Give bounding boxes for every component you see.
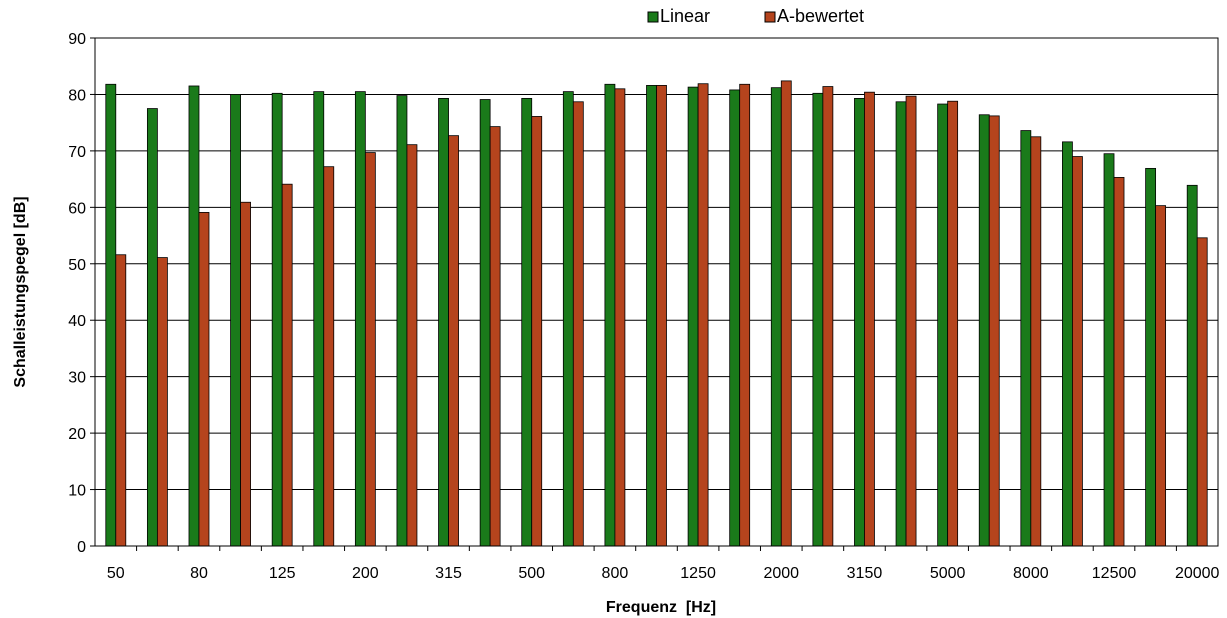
x-tick-label: 80 [190,565,208,582]
bar-linear-400 [479,99,491,547]
legend: Linear A-bewertet [647,6,864,26]
y-tick-label: 80 [68,87,86,104]
bar-linear-16000 [1145,167,1157,547]
bars [105,80,1208,547]
bar-linear-20000 [1186,184,1198,547]
axes [90,37,1219,551]
bar-a-bewertet-500 [531,116,543,547]
bar-linear-1600 [729,89,741,547]
y-tick-label: 70 [68,144,86,161]
bar-linear-63 [146,108,158,547]
bar-linear-315 [438,97,449,547]
bar-a-bewertet-50 [115,254,127,547]
x-tick-label: 3150 [847,565,883,582]
bar-linear-6300 [978,114,990,547]
bar-linear-12500 [1103,153,1115,547]
bar-a-bewertet-63 [156,257,168,547]
legend-swatch-a-bewertet [764,11,776,23]
y-tick-label: 40 [68,313,86,330]
bar-a-bewertet-5000 [947,100,959,547]
bar-a-bewertet-2500 [822,86,834,547]
y-tick-label: 0 [77,539,86,556]
x-tick-label: 5000 [930,565,966,582]
bar-linear-5000 [937,103,949,547]
bar-a-bewertet-12500 [1113,177,1125,547]
bar-linear-250 [396,95,408,547]
bar-a-bewertet-10000 [1072,156,1083,547]
x-tick-label: 500 [518,565,545,582]
bar-linear-500 [521,97,533,547]
bar-linear-10000 [1062,141,1073,547]
bar-a-bewertet-20000 [1196,237,1208,547]
y-tick-label: 20 [68,426,86,443]
y-tick-labels: 0 10 20 30 40 50 60 70 80 90 [68,31,86,556]
bar-linear-800 [604,83,616,547]
bar-linear-160 [313,91,325,547]
bar-a-bewertet-8000 [1030,136,1042,547]
bar-linear-2500 [812,92,824,547]
bar-linear-100 [230,94,241,547]
bar-linear-50 [105,83,117,547]
bar-a-bewertet-125 [281,183,293,547]
x-tick-label: 12500 [1092,565,1137,582]
bar-a-bewertet-200 [364,152,376,547]
bar-a-bewertet-315 [448,135,459,547]
x-tick-label: 20000 [1175,565,1220,582]
y-tick-label: 60 [68,200,86,217]
x-tick-label: 2000 [763,565,799,582]
x-tick-label: 125 [269,565,296,582]
x-tick-label: 315 [435,565,462,582]
bar-a-bewertet-16000 [1155,205,1167,547]
y-tick-label: 30 [68,370,86,387]
bar-a-bewertet-6300 [988,115,1000,547]
x-tick-label: 800 [602,565,629,582]
bar-a-bewertet-250 [406,144,418,547]
bar-a-bewertet-800 [614,88,626,547]
y-tick-label: 10 [68,483,86,500]
legend-swatch-linear [647,11,659,23]
x-tick-label: 200 [352,565,379,582]
bar-a-bewertet-2000 [780,80,792,547]
x-tick-label: 50 [107,565,125,582]
legend-label-linear: Linear [660,6,710,26]
y-tick-label: 90 [68,31,86,48]
bar-linear-1250 [687,86,699,547]
bar-linear-1000 [646,85,657,547]
y-axis-title: Schalleistungspegel [dB] [12,196,29,387]
bar-linear-8000 [1020,130,1032,547]
x-axis-title: Frequenz [Hz] [606,599,716,616]
plot-frame [94,37,1219,547]
bar-a-bewertet-1600 [739,83,751,547]
bar-linear-2000 [770,87,782,547]
bar-linear-4000 [895,101,907,547]
bar-linear-630 [562,91,574,547]
bar-linear-3150 [854,97,865,547]
y-tick-label: 50 [68,257,86,274]
bar-a-bewertet-630 [572,101,584,547]
legend-label-a-bewertet: A-bewertet [777,6,864,26]
bar-a-bewertet-80 [198,212,210,547]
bar-a-bewertet-1250 [697,83,709,547]
bar-a-bewertet-1000 [656,85,667,547]
bar-a-bewertet-4000 [905,95,917,547]
bar-linear-80 [188,85,200,547]
x-tick-label: 8000 [1013,565,1049,582]
bar-a-bewertet-3150 [864,91,875,547]
bar-a-bewertet-100 [240,201,251,547]
bar-a-bewertet-160 [323,166,335,547]
x-tick-label: 1250 [680,565,716,582]
bar-a-bewertet-400 [489,126,501,547]
bar-linear-200 [354,91,366,547]
x-tick-labels: 50 80 125 200 315 500 800 1250 2000 3150 5000 8000 1… [107,565,1220,582]
bar-linear-125 [271,92,283,547]
